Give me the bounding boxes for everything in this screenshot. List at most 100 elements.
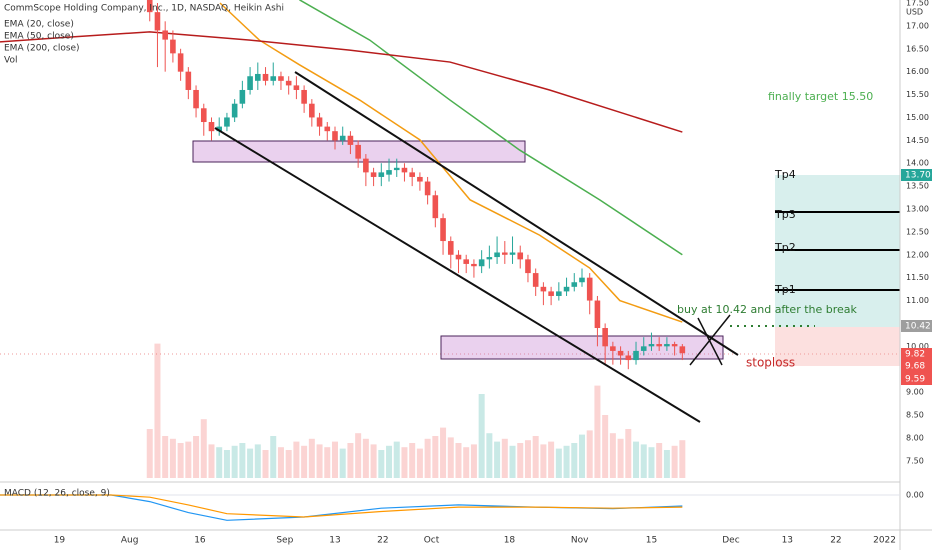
channel-line bbox=[214, 127, 701, 423]
y-tick-label: 12.00 bbox=[906, 250, 929, 259]
candle-body bbox=[610, 346, 616, 351]
x-tick-label: Sep bbox=[276, 536, 293, 546]
volume-bar bbox=[509, 445, 516, 478]
volume-bar bbox=[193, 436, 200, 478]
candle-body bbox=[262, 73, 269, 81]
cross-line bbox=[689, 314, 731, 366]
axes: 7.508.008.509.009.5010.0010.5011.0011.50… bbox=[54, 0, 929, 546]
y-tick-label: 14.00 bbox=[906, 159, 929, 168]
volume-bar bbox=[463, 447, 470, 478]
volume-bar bbox=[532, 436, 539, 478]
volume-bar bbox=[262, 450, 269, 478]
volume-bar bbox=[362, 438, 369, 478]
volume-bar bbox=[540, 444, 547, 478]
volume-bar bbox=[640, 444, 647, 478]
volume-bar bbox=[578, 434, 585, 478]
volume-bar bbox=[424, 438, 431, 478]
candle-body bbox=[417, 176, 423, 182]
price-tag-label: 13.70 bbox=[905, 171, 931, 181]
candle-body bbox=[640, 346, 647, 351]
volume-bar bbox=[393, 441, 400, 478]
volume-bar bbox=[671, 445, 678, 478]
volume-bar bbox=[285, 450, 292, 478]
volume-bar bbox=[648, 447, 655, 478]
annotation: Tp2 bbox=[774, 241, 796, 254]
x-tick-label: 22 bbox=[830, 536, 841, 546]
volume-bar bbox=[524, 440, 531, 478]
x-tick-label: 15 bbox=[646, 536, 657, 546]
candle-body bbox=[586, 277, 593, 301]
volume-bar bbox=[331, 441, 338, 478]
x-tick-label: 13 bbox=[329, 536, 340, 546]
candle-body bbox=[648, 344, 655, 347]
volume-bar bbox=[293, 441, 300, 478]
volume-bar bbox=[324, 447, 331, 478]
macd-title: MACD (12, 26, close, 9) bbox=[4, 489, 110, 499]
candle-body bbox=[393, 167, 400, 171]
volume-bar bbox=[231, 445, 238, 478]
volume-bar bbox=[270, 436, 277, 478]
price-tag-label: 9.82 bbox=[905, 350, 925, 360]
y-tick-label: 8.00 bbox=[906, 433, 924, 442]
volume-bar bbox=[409, 443, 416, 478]
x-tick-label: 2022 bbox=[873, 536, 896, 546]
y-tick-label: 16.00 bbox=[906, 67, 929, 76]
volume-bar bbox=[254, 444, 261, 478]
volume-bar bbox=[146, 429, 153, 478]
y-tick-label: 7.50 bbox=[906, 456, 924, 465]
candle-body bbox=[154, 12, 161, 31]
candle-body bbox=[378, 172, 385, 177]
candle-body bbox=[309, 103, 315, 118]
currency: USD bbox=[906, 8, 923, 17]
y-tick-label: 17.00 bbox=[906, 21, 929, 30]
candle-body bbox=[432, 195, 439, 219]
candle-body bbox=[185, 71, 192, 90]
volume-bar bbox=[223, 450, 230, 478]
candle-body bbox=[285, 80, 292, 86]
volume-bar bbox=[486, 433, 493, 478]
volume-bar bbox=[548, 441, 555, 478]
candle-body bbox=[370, 172, 377, 177]
candle-body bbox=[347, 135, 354, 145]
candle-body bbox=[301, 89, 307, 104]
volume-bar bbox=[594, 385, 601, 478]
candle-body bbox=[324, 126, 331, 132]
annotation: Tp3 bbox=[774, 208, 796, 221]
candle-body bbox=[278, 76, 284, 81]
candle-body bbox=[231, 103, 238, 118]
y-tick-label: 15.50 bbox=[906, 90, 929, 99]
volume-bar bbox=[208, 444, 215, 478]
volume-bar bbox=[355, 433, 362, 478]
y-tick-label: 8.50 bbox=[906, 410, 924, 419]
legend-entry: EMA (50, close) bbox=[4, 32, 74, 42]
ema-line bbox=[0, 31, 683, 133]
candle-body bbox=[440, 218, 446, 242]
volume-bar bbox=[239, 443, 246, 478]
candle-body bbox=[255, 73, 261, 81]
candle-body bbox=[316, 117, 323, 127]
cross-line bbox=[697, 317, 723, 366]
volume-bar bbox=[563, 445, 570, 478]
candle-body bbox=[602, 328, 608, 347]
candle-body bbox=[193, 89, 199, 109]
volume-bar bbox=[277, 447, 284, 478]
candle-body bbox=[579, 277, 585, 283]
candle-body bbox=[679, 346, 686, 354]
candle-body bbox=[617, 350, 624, 356]
volume-bar bbox=[154, 343, 161, 478]
volume-bar bbox=[656, 443, 663, 478]
macd-tick-label: 0.00 bbox=[906, 491, 924, 500]
candle-body bbox=[509, 252, 516, 255]
y-tick-label: 13.00 bbox=[906, 204, 929, 213]
volume-bar bbox=[586, 430, 593, 478]
volume-bar bbox=[247, 448, 254, 478]
volume-bar bbox=[478, 394, 485, 478]
candle-body bbox=[633, 350, 639, 361]
volume-bar bbox=[200, 419, 207, 478]
y-tick-label: 16.50 bbox=[906, 44, 929, 53]
candle-body bbox=[471, 263, 477, 267]
volume-bar bbox=[440, 427, 447, 478]
y-tick-label: 14.50 bbox=[906, 136, 929, 145]
candle-body bbox=[517, 252, 524, 260]
